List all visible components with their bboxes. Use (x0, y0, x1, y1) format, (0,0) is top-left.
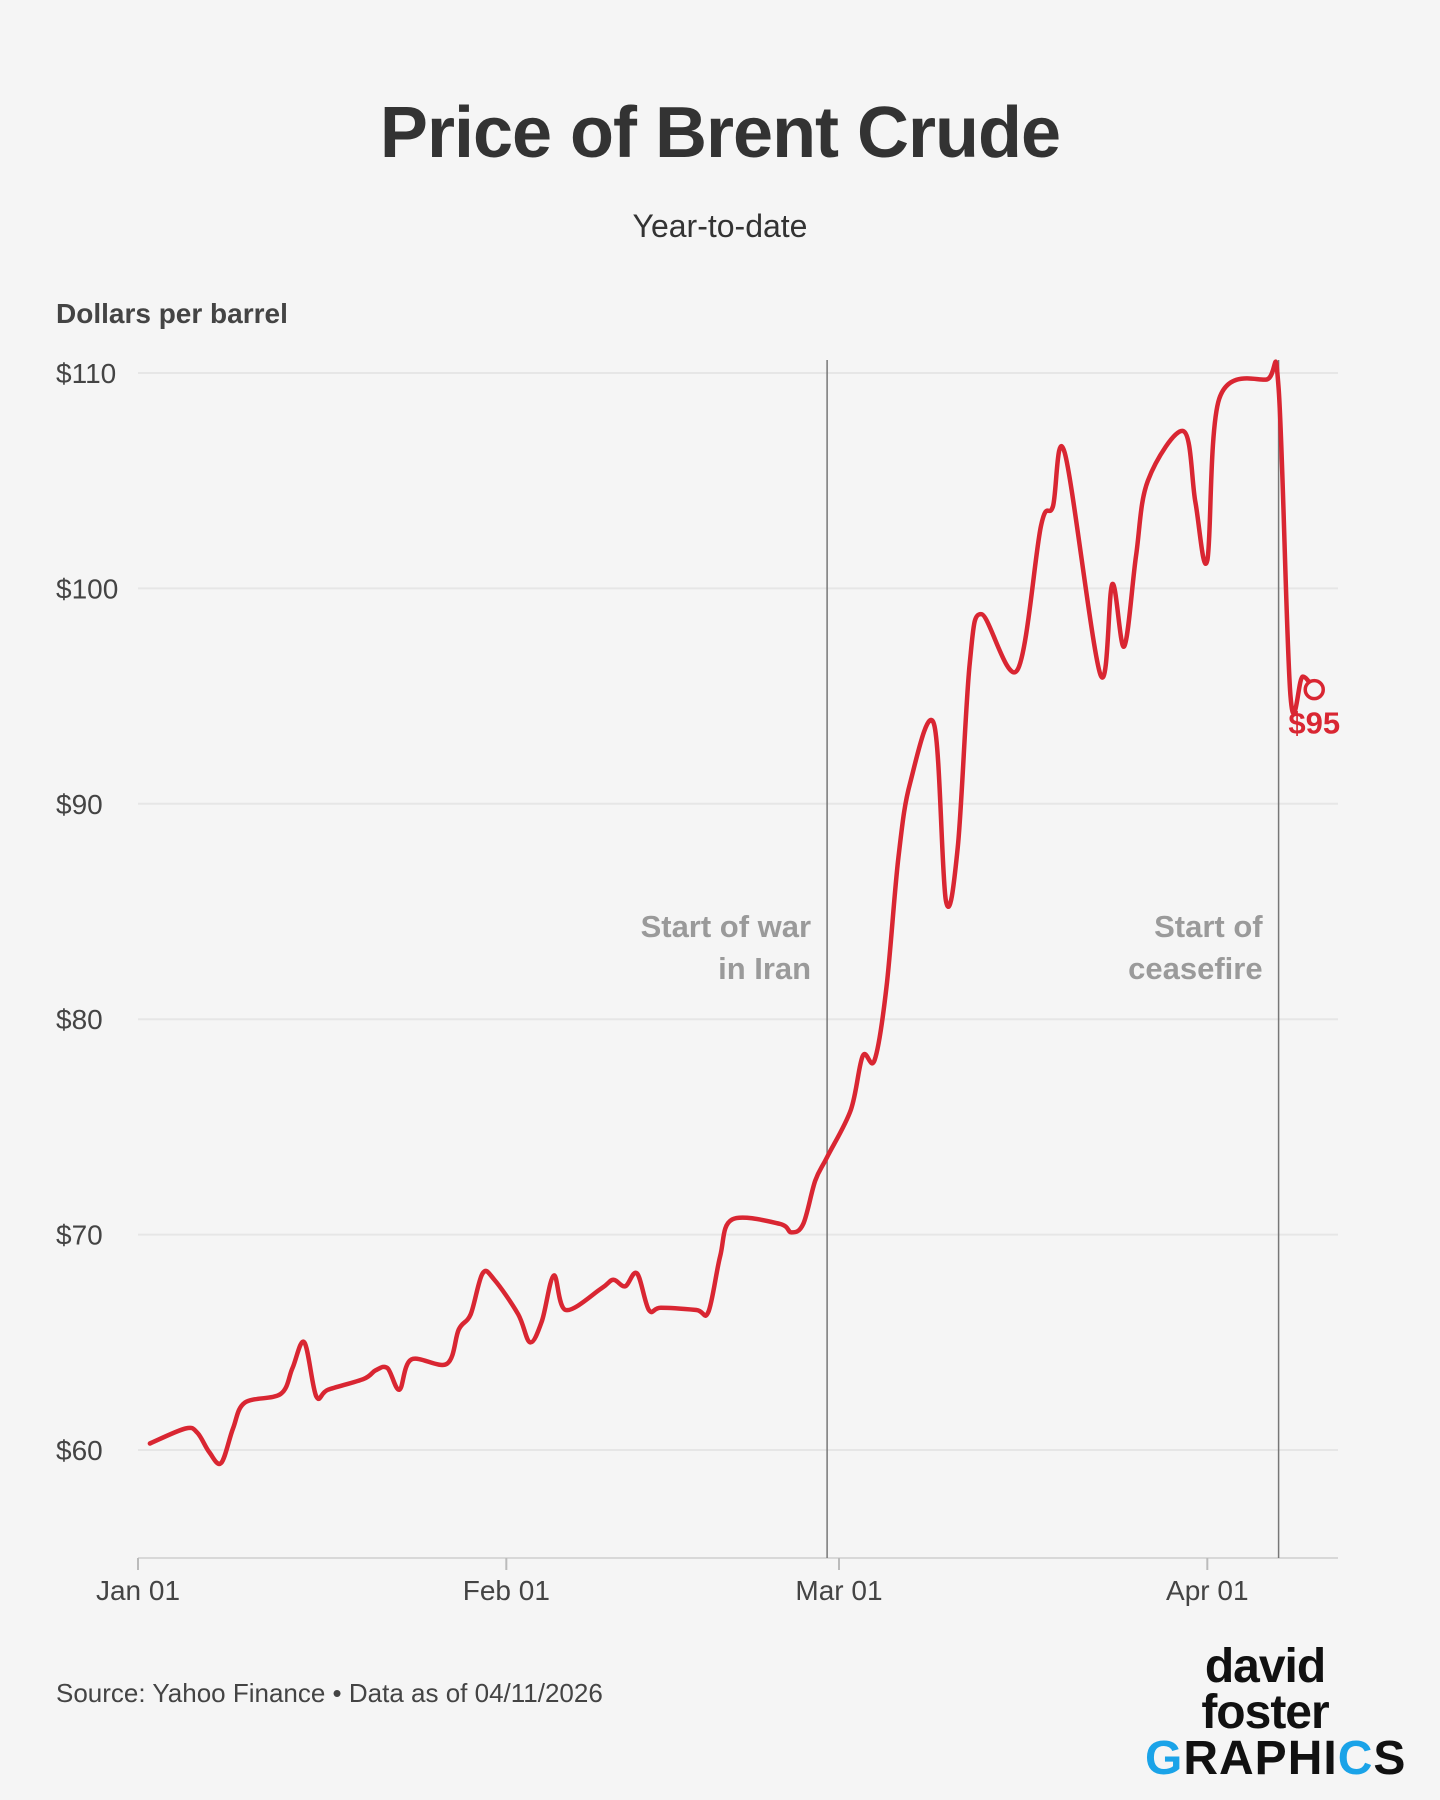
y-tick-label: $100 (56, 573, 118, 604)
x-tick-label: Jan 01 (96, 1575, 180, 1606)
end-point-marker (1303, 678, 1325, 701)
x-tick-label: Feb 01 (463, 1575, 550, 1606)
chart-subtitle: Year-to-date (632, 208, 808, 244)
x-tick-label: Apr 01 (1166, 1575, 1249, 1606)
annotations: Start of war in Iran Start of ceasefire (641, 360, 1280, 1558)
y-tick-label: $70 (56, 1220, 103, 1251)
end-value-label: $95 (1288, 706, 1340, 741)
y-tick-label: $90 (56, 789, 103, 820)
chart-title: Price of Brent Crude (379, 93, 1061, 173)
logo-g: G (1145, 1732, 1184, 1785)
brand-logo: david foster GRAPHICS (1145, 1640, 1405, 1783)
logo-c: C (1337, 1732, 1374, 1785)
y-tick-label: $60 (56, 1435, 103, 1466)
source-note: Source: Yahoo Finance • Data as of 04/11… (56, 1678, 603, 1708)
series: $95 (147, 359, 1340, 1467)
gridlines (138, 372, 1338, 1559)
annotation-label: in Iran (718, 951, 811, 986)
annotation-label: Start of (1154, 909, 1263, 944)
y-tick-label: $80 (56, 1004, 103, 1035)
logo-s: S (1373, 1732, 1407, 1785)
x-tick-label: Mar 01 (795, 1575, 882, 1606)
logo-line1: david foster (1201, 1640, 1329, 1739)
x-axis-ticks: Jan 01 Feb 01 Mar 01 Apr 01 (96, 1558, 1249, 1606)
y-axis-ticks: $60 $70 $80 $90 $100 $110 (56, 358, 118, 1466)
y-axis-label: Dollars per barrel (56, 298, 288, 329)
logo-line2: GRAPHICS (1145, 1735, 1405, 1783)
logo-mid: RAPHI (1183, 1732, 1338, 1785)
annotation-label: Start of war (641, 909, 812, 944)
series-line (147, 359, 1317, 1467)
y-tick-label: $110 (56, 358, 116, 389)
line-chart: $60 $70 $80 $90 $100 $110 Jan 01 Feb 01 Mar 01 A… (56, 358, 1340, 1606)
annotation-label: ceasefire (1128, 951, 1262, 986)
